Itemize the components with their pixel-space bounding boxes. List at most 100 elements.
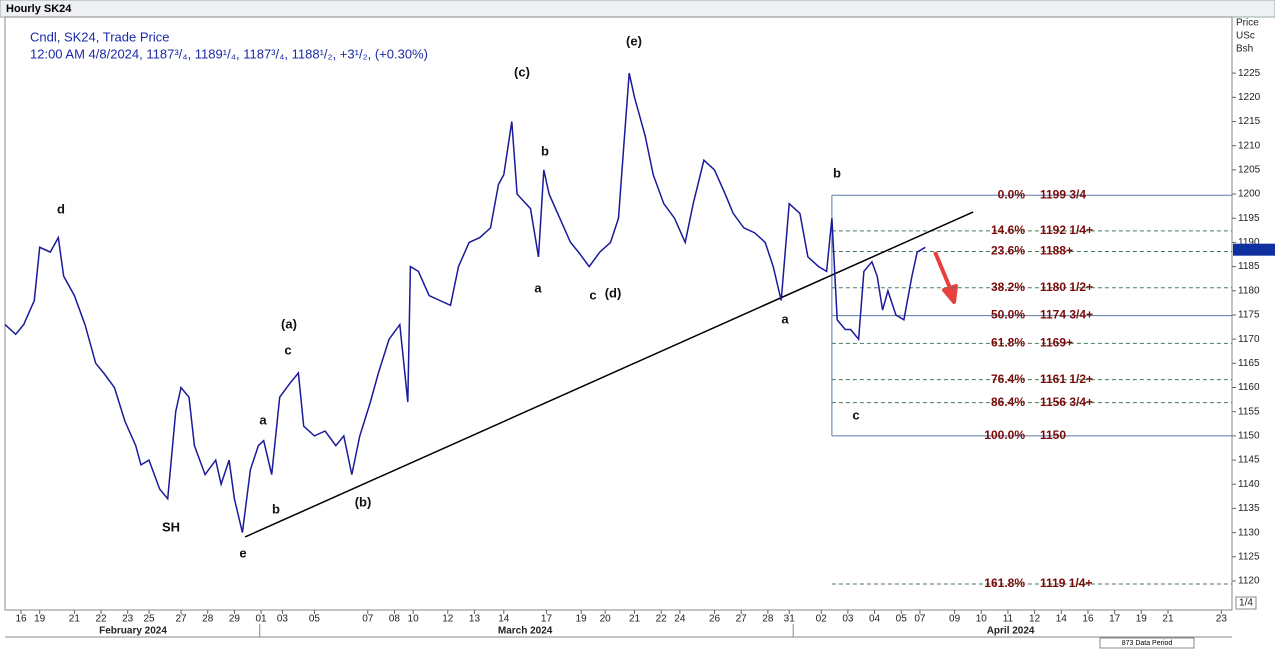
wave-label: c bbox=[284, 342, 291, 357]
fib-price: 1169+ bbox=[1040, 336, 1073, 350]
down-arrow bbox=[933, 251, 958, 304]
x-tick-label: 02 bbox=[816, 614, 828, 625]
x-tick-label: 20 bbox=[600, 614, 612, 625]
x-tick-label: 19 bbox=[34, 614, 46, 625]
y-tick-label: 1150 bbox=[1238, 431, 1260, 442]
y-tick-label: 1205 bbox=[1238, 165, 1261, 176]
x-tick-label: 23 bbox=[1216, 614, 1228, 625]
wave-label: (b) bbox=[355, 494, 372, 509]
y-tick-label: 1130 bbox=[1238, 527, 1260, 538]
y-tick-label: 1225 bbox=[1238, 68, 1261, 79]
y-tick-label: 1165 bbox=[1238, 358, 1260, 369]
x-tick-label: 10 bbox=[408, 614, 420, 625]
x-tick-label: 14 bbox=[1056, 614, 1068, 625]
fib-pct: 50.0% bbox=[991, 308, 1025, 322]
wave-label: b bbox=[272, 501, 280, 516]
footer-text: 1/4 bbox=[1239, 598, 1253, 609]
y-tick-label: 1160 bbox=[1238, 382, 1260, 393]
fib-pct: 86.4% bbox=[991, 395, 1025, 409]
month-label: April 2024 bbox=[987, 626, 1035, 637]
fib-pct: 61.8% bbox=[991, 336, 1025, 350]
x-tick-label: 24 bbox=[674, 614, 686, 625]
last-price-marker bbox=[1233, 243, 1275, 256]
wave-label: (e) bbox=[626, 33, 642, 48]
wave-label: b bbox=[541, 143, 549, 158]
fib-price: 1161 1/2+ bbox=[1040, 372, 1093, 386]
subtitle: 12:00 AM 4/8/2024, 1187³/₄, 1189¹/₄, 118… bbox=[30, 46, 428, 61]
wave-label: a bbox=[534, 280, 542, 295]
y-axis-label: Bsh bbox=[1236, 44, 1253, 55]
x-tick-label: 13 bbox=[469, 614, 481, 625]
y-tick-label: 1145 bbox=[1238, 455, 1260, 466]
x-tick-label: 04 bbox=[869, 614, 881, 625]
y-tick-label: 1170 bbox=[1238, 334, 1260, 345]
x-tick-label: 19 bbox=[1136, 614, 1148, 625]
x-tick-label: 10 bbox=[976, 614, 988, 625]
x-tick-label: 08 bbox=[389, 614, 401, 625]
fib-price: 1199 3/4 bbox=[1040, 187, 1086, 201]
x-tick-label: 21 bbox=[629, 614, 641, 625]
wave-label: a bbox=[781, 311, 789, 326]
wave-label: b bbox=[833, 165, 841, 180]
footer-box bbox=[1235, 596, 1257, 610]
x-tick-label: 29 bbox=[229, 614, 241, 625]
footer-box bbox=[1099, 637, 1195, 649]
x-tick-label: 12 bbox=[442, 614, 454, 625]
y-tick-label: 1180 bbox=[1238, 285, 1260, 296]
x-tick-label: 25 bbox=[143, 614, 155, 625]
plot-frame bbox=[4, 16, 1233, 611]
x-tick-label: 03 bbox=[842, 614, 854, 625]
wave-label: c bbox=[852, 407, 859, 422]
subtitle: Cndl, SK24, Trade Price bbox=[30, 29, 169, 44]
wave-label: d bbox=[57, 201, 65, 216]
x-tick-label: 21 bbox=[1162, 614, 1174, 625]
title-bar bbox=[0, 0, 1275, 18]
fib-price: 1174 3/4+ bbox=[1040, 308, 1093, 322]
x-tick-label: 26 bbox=[709, 614, 721, 625]
y-tick-label: 1215 bbox=[1238, 116, 1261, 127]
x-tick-label: 14 bbox=[498, 614, 510, 625]
y-tick-label: 1135 bbox=[1238, 503, 1260, 514]
y-tick-label: 1220 bbox=[1238, 92, 1261, 103]
wave-label: e bbox=[239, 545, 246, 560]
wave-label: SH bbox=[162, 519, 180, 534]
x-tick-label: 11 bbox=[1003, 614, 1014, 625]
fib-price: 1119 1/4+ bbox=[1040, 576, 1092, 590]
fib-price: 1180 1/2+ bbox=[1040, 280, 1093, 294]
x-tick-label: 12 bbox=[1029, 614, 1041, 625]
trend-line bbox=[244, 211, 974, 538]
x-tick-label: 01 bbox=[256, 614, 268, 625]
y-tick-label: 1155 bbox=[1238, 406, 1260, 417]
x-tick-label: 17 bbox=[541, 614, 553, 625]
month-label: February 2024 bbox=[99, 626, 167, 637]
fib-pct: 14.6% bbox=[991, 223, 1025, 237]
price-line bbox=[4, 72, 926, 533]
y-tick-label: 1140 bbox=[1238, 479, 1260, 490]
x-tick-label: 27 bbox=[736, 614, 748, 625]
x-tick-label: 22 bbox=[656, 614, 668, 625]
fib-price: 1188+ bbox=[1040, 244, 1073, 258]
fib-price: 1156 3/4+ bbox=[1040, 395, 1093, 409]
y-tick-label: 1125 bbox=[1238, 551, 1260, 562]
x-tick-label: 05 bbox=[309, 614, 321, 625]
wave-label: (c) bbox=[514, 64, 530, 79]
x-tick-label: 17 bbox=[1109, 614, 1121, 625]
fib-pct: 38.2% bbox=[991, 280, 1025, 294]
y-tick-label: 1120 bbox=[1238, 576, 1260, 587]
wave-label: c bbox=[589, 287, 596, 302]
x-tick-label: 27 bbox=[175, 614, 187, 625]
fib-pct: 76.4% bbox=[991, 372, 1025, 386]
fib-pct: 100.0% bbox=[984, 428, 1025, 442]
x-tick-label: 28 bbox=[202, 614, 214, 625]
x-tick-label: 31 bbox=[784, 614, 796, 625]
fib-pct: 0.0% bbox=[998, 187, 1026, 201]
x-tick-label: 03 bbox=[277, 614, 289, 625]
x-tick-label: 22 bbox=[95, 614, 107, 625]
y-tick-label: 1200 bbox=[1238, 189, 1261, 200]
y-axis-label: USc bbox=[1236, 31, 1255, 42]
x-tick-label: 16 bbox=[1082, 614, 1094, 625]
x-tick-label: 21 bbox=[69, 614, 81, 625]
fib-price: 1150 bbox=[1040, 428, 1066, 442]
